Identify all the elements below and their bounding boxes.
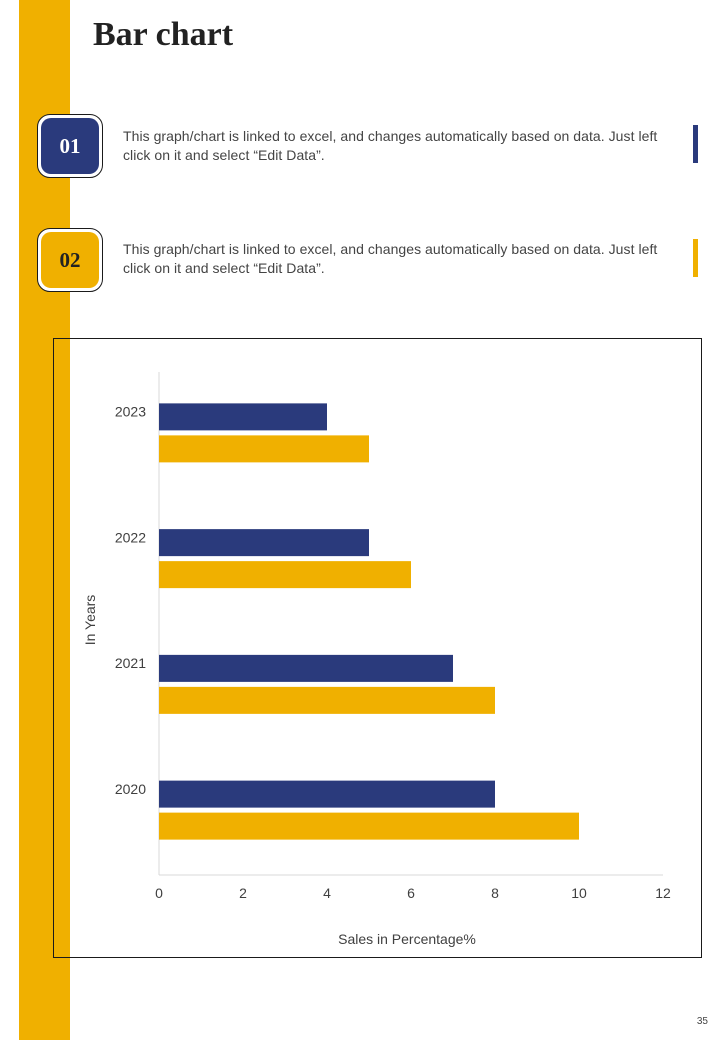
step-description-01: This graph/chart is linked to excel, and… — [123, 128, 658, 163]
bar-2020-series-1 — [159, 780, 495, 808]
x-tick-label-10: 10 — [571, 885, 587, 901]
step-description-02: This graph/chart is linked to excel, and… — [123, 241, 658, 276]
x-tick-label-6: 6 — [407, 885, 415, 901]
y-tick-label-2020: 2020 — [115, 781, 146, 797]
chart-frame[interactable]: 2020 2021 2022 2023 0 2 4 6 8 10 12 Sales in Percen… — [53, 338, 702, 958]
x-axis-title: Sales in Percentage% — [338, 931, 476, 947]
step-marker-01 — [693, 125, 698, 163]
step-number-02: 02 — [41, 232, 99, 288]
page-number: 35 — [696, 1016, 708, 1027]
y-tick-label-2021: 2021 — [115, 655, 146, 671]
bar-2021-series-2 — [159, 686, 495, 714]
step-badge-01: 01 — [37, 114, 103, 178]
x-tick-label-8: 8 — [491, 885, 499, 901]
step-marker-02 — [693, 239, 698, 277]
page-title: Bar chart — [93, 16, 234, 53]
x-tick-label-4: 4 — [323, 885, 331, 901]
step-badge-02: 02 — [37, 228, 103, 292]
y-tick-label-2023: 2023 — [115, 404, 146, 420]
y-tick-label-2022: 2022 — [115, 529, 146, 545]
y-axis-title: In Years — [82, 595, 98, 646]
bar-chart: 2020 2021 2022 2023 0 2 4 6 8 10 12 Sales in Percen… — [82, 372, 671, 947]
bar-2022-series-2 — [159, 561, 411, 589]
x-tick-label-0: 0 — [155, 885, 163, 901]
bar-2022-series-1 — [159, 529, 369, 557]
bar-2023-series-2 — [159, 435, 369, 463]
step-number-01: 01 — [41, 118, 99, 174]
x-tick-label-12: 12 — [655, 885, 671, 901]
bar-2020-series-2 — [159, 812, 579, 840]
bar-2023-series-1 — [159, 403, 327, 431]
bar-2021-series-1 — [159, 654, 453, 682]
x-tick-label-2: 2 — [239, 885, 247, 901]
